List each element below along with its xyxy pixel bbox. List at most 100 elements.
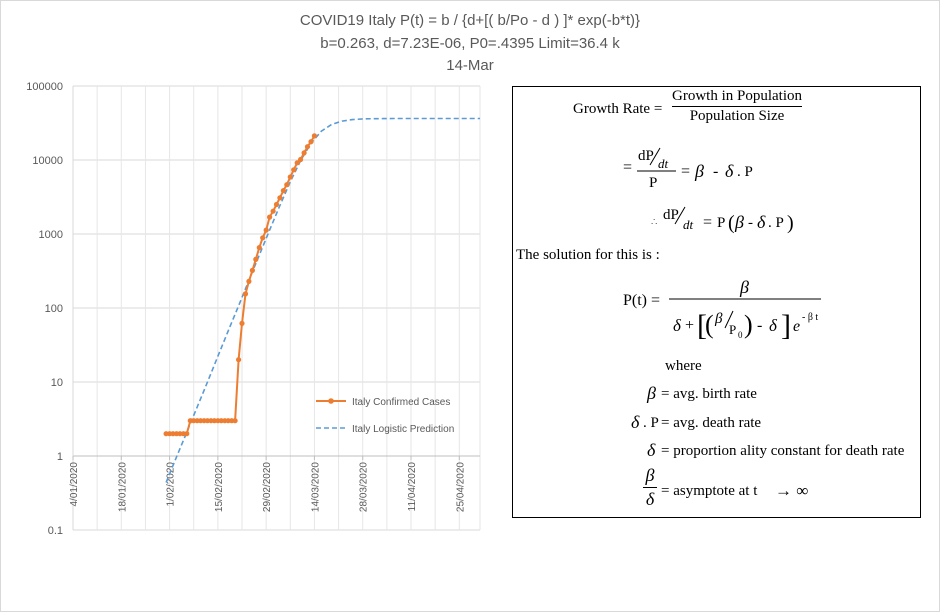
beta-symbol: β [647, 383, 656, 403]
confirmed-point [308, 139, 314, 145]
def-death-rate-prefix: . P [643, 415, 659, 431]
series-prediction-line [165, 117, 480, 483]
svg-text:-: - [713, 163, 718, 180]
confirmed-point [291, 167, 297, 173]
svg-text:β: β [714, 311, 723, 327]
confirmed-point [311, 133, 317, 139]
y-tick-label: 10 [51, 377, 63, 389]
growth-rate-label: Growth Rate = [573, 101, 663, 117]
svg-text:=: = [681, 163, 690, 180]
svg-text:-: - [748, 215, 753, 231]
series-layer [163, 117, 480, 483]
confirmed-point [263, 227, 269, 233]
svg-text:dt: dt [658, 156, 669, 171]
chart-title-line-3: 14-Mar [446, 57, 494, 74]
series-confirmed-line [166, 135, 316, 435]
def-birth-rate: = avg. birth rate [661, 386, 757, 402]
confirmed-point [280, 188, 286, 194]
svg-text:- β t: - β t [802, 312, 818, 323]
confirmed-point [301, 150, 307, 156]
svg-text:β: β [734, 212, 744, 232]
x-tick-label: 18/01/2020 [117, 462, 128, 512]
y-tick-label: 10000 [32, 155, 63, 167]
confirmed-point [246, 278, 252, 284]
growth-rate-numerator: Growth in Population [672, 88, 802, 104]
confirmed-point [267, 214, 273, 220]
svg-text:δ: δ [725, 161, 734, 181]
confirmed-point [304, 144, 311, 150]
equation-dpdt-over-p: = dP dt P = β - δ . P [623, 147, 753, 191]
confirmed-point [242, 291, 249, 297]
legend: Italy Confirmed Cases Italy Logistic Pre… [316, 397, 454, 435]
confirmed-point [273, 201, 280, 208]
confirmed-point [287, 174, 293, 180]
y-tick-label: 1000 [39, 229, 63, 241]
svg-text:. P: . P [737, 164, 753, 180]
confirmed-point [232, 418, 238, 424]
confirmed-point [249, 267, 255, 273]
confirmed-point [270, 208, 276, 214]
svg-text:P: P [729, 322, 736, 337]
svg-text:(: ( [728, 212, 735, 234]
svg-text:P(t) =: P(t) = [623, 292, 660, 309]
equation-solution: P(t) = β δ + [ ( β P 0 ) - δ ] e - β t [623, 277, 821, 342]
svg-text:=: = [623, 159, 632, 176]
x-tick-label: 28/03/2020 [359, 462, 370, 512]
confirmed-point [256, 245, 262, 251]
chart-title-line-2: b=0.263, d=7.23E-06, P0=.4395 Limit=36.4… [320, 35, 620, 52]
axis-layer: 100000 10000 1000 100 10 1 0.1 4/01/2020 18/01/2… [26, 81, 480, 537]
svg-text:P: P [717, 215, 725, 231]
svg-text:δ: δ [757, 212, 766, 232]
svg-text:P: P [649, 175, 657, 191]
svg-text:. P: . P [768, 215, 784, 231]
growth-rate-denominator: Population Size [689, 108, 785, 124]
svg-text:δ: δ [769, 316, 778, 335]
svg-text:]: ] [781, 309, 791, 342]
formula-panel: Growth Rate = Growth in Population Popul… [512, 86, 921, 518]
svg-text:e: e [793, 318, 800, 335]
x-tick-label: 11/04/2020 [407, 462, 418, 512]
x-tick-label: 4/01/2020 [69, 462, 80, 507]
x-tick-label: 15/02/2020 [214, 462, 225, 512]
x-tick-label: 25/04/2020 [455, 462, 466, 512]
confirmed-point [253, 256, 259, 262]
svg-text:dP: dP [663, 207, 679, 223]
x-tick-label: 1/02/2020 [166, 462, 177, 507]
confirmed-point [284, 182, 290, 188]
delta-symbol-2: δ [647, 440, 656, 460]
confirmed-point [239, 320, 245, 326]
y-tick-label: 1 [57, 451, 63, 463]
svg-text:β: β [739, 277, 749, 297]
arrow-to-infinity: → ∞ [775, 481, 809, 500]
confirmed-point [260, 235, 266, 241]
y-tick-label: 100000 [26, 81, 63, 93]
chart-title-line-1: COVID19 Italy P(t) = b / {d+[( b/Po - d … [299, 12, 641, 29]
confirmed-point [184, 431, 190, 437]
svg-text:dt: dt [683, 217, 694, 232]
grid-layer [72, 85, 481, 531]
x-tick-label: 29/02/2020 [262, 462, 273, 512]
legend-confirmed-marker [328, 398, 334, 404]
solution-text: The solution for this is : [516, 247, 660, 263]
svg-text:(: ( [705, 310, 714, 339]
equation-dpdt: ∴ dP dt = P ( β - δ . P ) [651, 206, 794, 234]
def-asymptote: = asymptote at t [661, 483, 758, 499]
confirmed-point [277, 195, 283, 201]
where-text: where [665, 358, 702, 374]
y-tick-label: 0.1 [48, 525, 63, 537]
svg-text:0: 0 [738, 330, 743, 340]
svg-text:): ) [744, 310, 753, 339]
svg-text:+: + [685, 317, 694, 334]
y-tick-label: 100 [45, 303, 63, 315]
svg-text:dP: dP [638, 148, 654, 164]
legend-confirmed-label: Italy Confirmed Cases [352, 397, 450, 408]
svg-text:=: = [703, 214, 712, 231]
svg-text:-: - [757, 317, 762, 334]
def-death-rate: = avg. death rate [661, 415, 762, 431]
svg-text:[: [ [697, 309, 707, 342]
x-tick-label: 14/03/2020 [310, 462, 321, 512]
confirmed-point [236, 357, 242, 363]
legend-prediction-label: Italy Logistic Prediction [352, 424, 454, 435]
confirmed-point [294, 160, 300, 166]
